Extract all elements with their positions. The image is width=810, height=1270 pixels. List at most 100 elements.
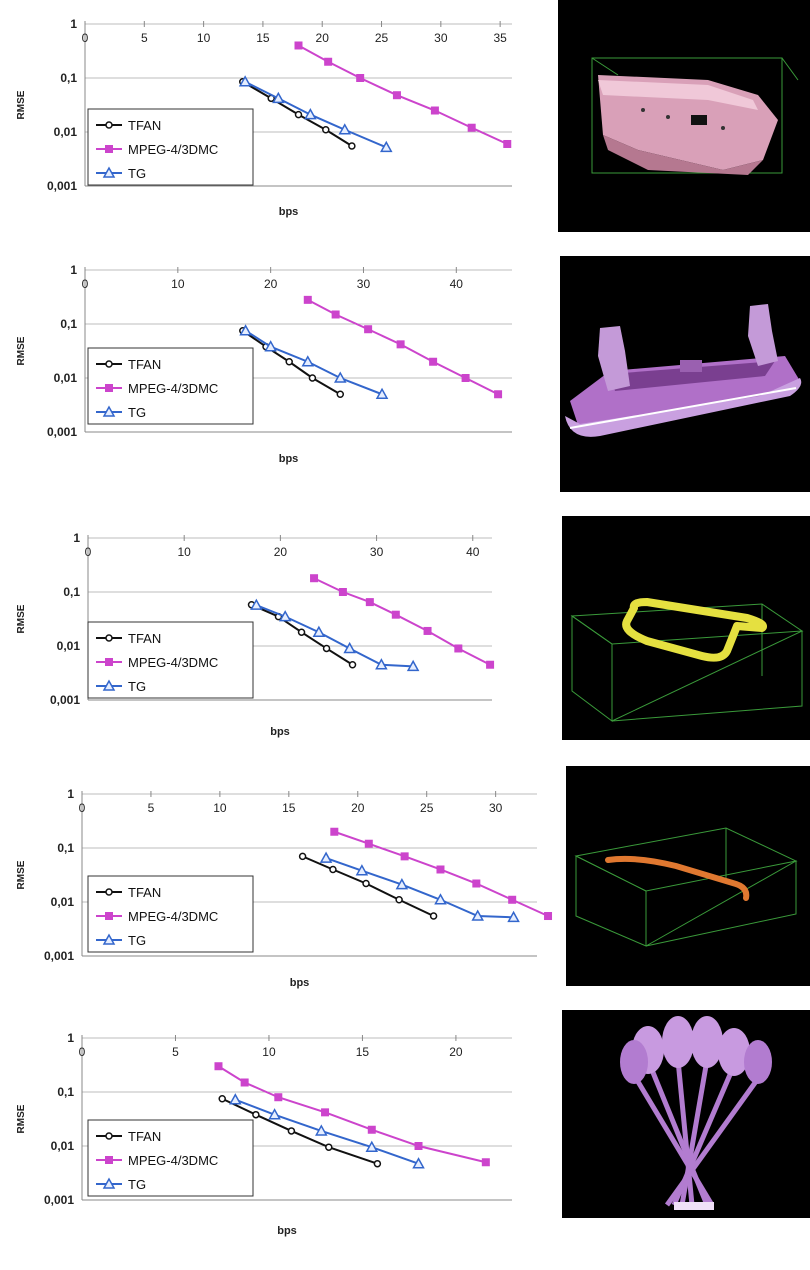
data-point-tg [268, 1108, 281, 1120]
data-point-mpeg [454, 644, 463, 653]
x-tick-label: 20 [316, 31, 330, 45]
legend-marker [105, 121, 113, 129]
y-tick-label: 1 [70, 263, 77, 277]
data-point-tg [375, 658, 388, 670]
data-point-tg [272, 91, 285, 104]
data-point-tg [343, 641, 356, 654]
data-point-tfan [336, 390, 345, 399]
x-tick-label: 30 [489, 801, 503, 815]
x-tick-label: 0 [85, 545, 92, 559]
rmse-bps-chart-3: 1 0,1 0,01 0,001 0 10 20 30 40 bps RMSE TFAN MPEG-4/… [16, 531, 495, 738]
legend-label: TFAN [128, 885, 161, 900]
x-axis-label: bps [279, 453, 299, 465]
legend-label: TG [128, 405, 146, 420]
boat-base-icon [565, 304, 802, 437]
y-tick-label: 0,1 [57, 1085, 74, 1099]
data-point-mpeg [392, 91, 401, 100]
y-axis-label: RMSE [16, 336, 27, 365]
x-tick-label: 0 [82, 31, 89, 45]
chart-panel-4: 1 0,1 0,01 0,001 0 5 10 15 20 25 30 bps RMSE TFAN MPEG… [0, 780, 553, 1020]
data-point-tg [395, 878, 409, 890]
data-point-mpeg [324, 57, 333, 66]
y-tick-label: 0,1 [57, 841, 74, 855]
data-point-mpeg [486, 660, 495, 669]
y-tick-label: 0,01 [51, 895, 75, 909]
x-tick-label: 40 [450, 277, 464, 291]
data-point-tfan [329, 865, 337, 874]
data-point-mpeg [321, 1108, 330, 1117]
x-tick-label: 25 [420, 801, 434, 815]
data-point-mpeg [414, 1142, 423, 1150]
y-tick-label: 0,01 [54, 125, 78, 139]
data-point-tfan [373, 1159, 382, 1168]
data-point-tfan [285, 357, 293, 366]
data-point-tg [375, 387, 389, 400]
data-point-mpeg [396, 340, 405, 349]
legend-label: TFAN [128, 1129, 161, 1144]
series-line-tg [244, 80, 387, 149]
series-line-tg [325, 857, 514, 919]
y-tick-label: 0,01 [54, 371, 78, 385]
ship-hull-icon [591, 57, 799, 175]
data-point-tfan [325, 1143, 333, 1151]
data-point-mpeg [331, 310, 340, 319]
x-tick-label: 15 [256, 31, 270, 45]
legend-marker [105, 384, 113, 392]
legend-label: MPEG-4/3DMC [128, 381, 218, 396]
legend-label: TFAN [128, 631, 161, 646]
y-tick-label: 1 [67, 787, 74, 801]
data-point-tg [229, 1093, 242, 1105]
data-point-tfan [362, 879, 370, 888]
x-tick-label: 30 [370, 545, 384, 559]
orange-tube-icon [574, 827, 798, 947]
data-point-tfan [298, 852, 307, 861]
x-tick-label: 20 [449, 1045, 463, 1059]
x-tick-label: 0 [79, 1045, 86, 1059]
data-point-mpeg [472, 879, 481, 888]
yellow-loop-icon [570, 598, 804, 722]
data-point-tg [312, 625, 326, 637]
data-point-tfan [252, 1110, 260, 1119]
x-tick-label: 10 [213, 801, 227, 815]
data-point-mpeg [364, 325, 373, 334]
data-point-tfan [348, 660, 357, 669]
orange-tube-render [566, 766, 810, 986]
data-point-mpeg [430, 106, 439, 115]
legend-marker [105, 1132, 113, 1140]
y-tick-label: 0,001 [47, 179, 77, 193]
data-point-mpeg [391, 610, 400, 619]
x-tick-label: 0 [79, 801, 86, 815]
data-point-mpeg [338, 588, 347, 596]
boat-base-render [560, 256, 810, 492]
x-tick-label: 10 [171, 277, 185, 291]
data-point-tg [471, 909, 484, 921]
legend-marker [105, 1156, 113, 1164]
y-tick-label: 0,001 [50, 693, 80, 707]
y-tick-label: 0,1 [63, 585, 80, 599]
y-tick-label: 0,001 [47, 425, 77, 439]
data-point-mpeg [365, 598, 374, 607]
legend-marker [102, 679, 116, 691]
data-point-mpeg [494, 390, 503, 399]
legend-marker [105, 912, 113, 920]
data-point-tg [355, 864, 369, 876]
data-point-tfan [294, 110, 303, 119]
flower-bulbs-render [562, 1010, 810, 1218]
x-tick-label: 40 [466, 545, 480, 559]
data-point-tg [239, 324, 252, 336]
data-point-mpeg [400, 852, 409, 861]
data-point-tfan [395, 896, 403, 904]
legend-marker [102, 933, 116, 945]
data-point-tg [507, 910, 520, 923]
data-point-mpeg [274, 1093, 283, 1102]
data-point-tg [412, 1157, 425, 1169]
data-point-mpeg [429, 357, 438, 366]
rmse-bps-chart-1: 1 0,1 0,01 0,001 0 5 10 15 20 25 30 35 bps RMSE TFAN MP… [16, 17, 512, 218]
legend-label: MPEG-4/3DMC [128, 1153, 218, 1168]
legend-marker [105, 888, 113, 896]
data-point-tg [301, 355, 315, 367]
x-tick-label: 20 [274, 545, 288, 559]
chart-panel-2: 1 0,1 0,01 0,001 0 10 20 30 40 bps RMSE TFAN MPEG-4/… [0, 256, 540, 496]
legend-label: TG [128, 166, 146, 181]
legend-label: MPEG-4/3DMC [128, 655, 218, 670]
